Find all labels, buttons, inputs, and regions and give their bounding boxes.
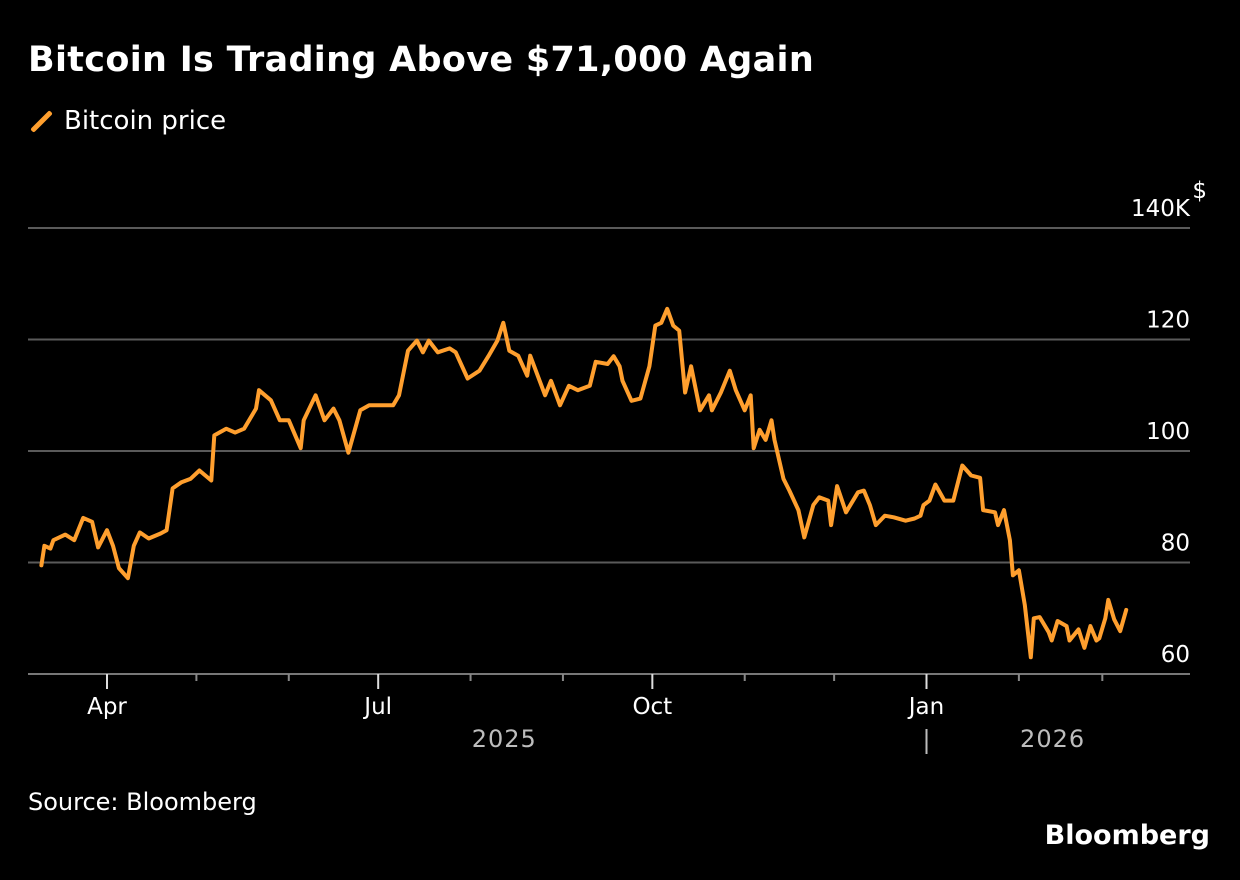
x-tick-label: Apr — [87, 694, 127, 720]
chart-title: Bitcoin Is Trading Above $71,000 Again — [28, 40, 815, 80]
x-tick-label: Oct — [632, 694, 672, 720]
y-tick-label: 140K — [1131, 196, 1191, 222]
y-tick-label: 120 — [1146, 308, 1190, 334]
legend: Bitcoin price — [30, 106, 226, 136]
y-tick-label: 100 — [1146, 419, 1190, 445]
legend-label: Bitcoin price — [64, 106, 227, 136]
brand-logo: Bloomberg — [1044, 820, 1210, 851]
y-tick-label: 60 — [1161, 642, 1190, 668]
source-note: Source: Bloomberg — [28, 788, 257, 816]
y-tick-label: 80 — [1161, 531, 1190, 557]
year-label: 2025 — [472, 725, 537, 753]
y-axis-unit: $ — [1192, 178, 1207, 204]
x-tick-label: Jul — [362, 694, 392, 720]
series-line-bitcoin-price — [39, 306, 1129, 660]
year-label: 2026 — [1020, 725, 1085, 753]
x-tick-label: Jan — [907, 694, 944, 720]
